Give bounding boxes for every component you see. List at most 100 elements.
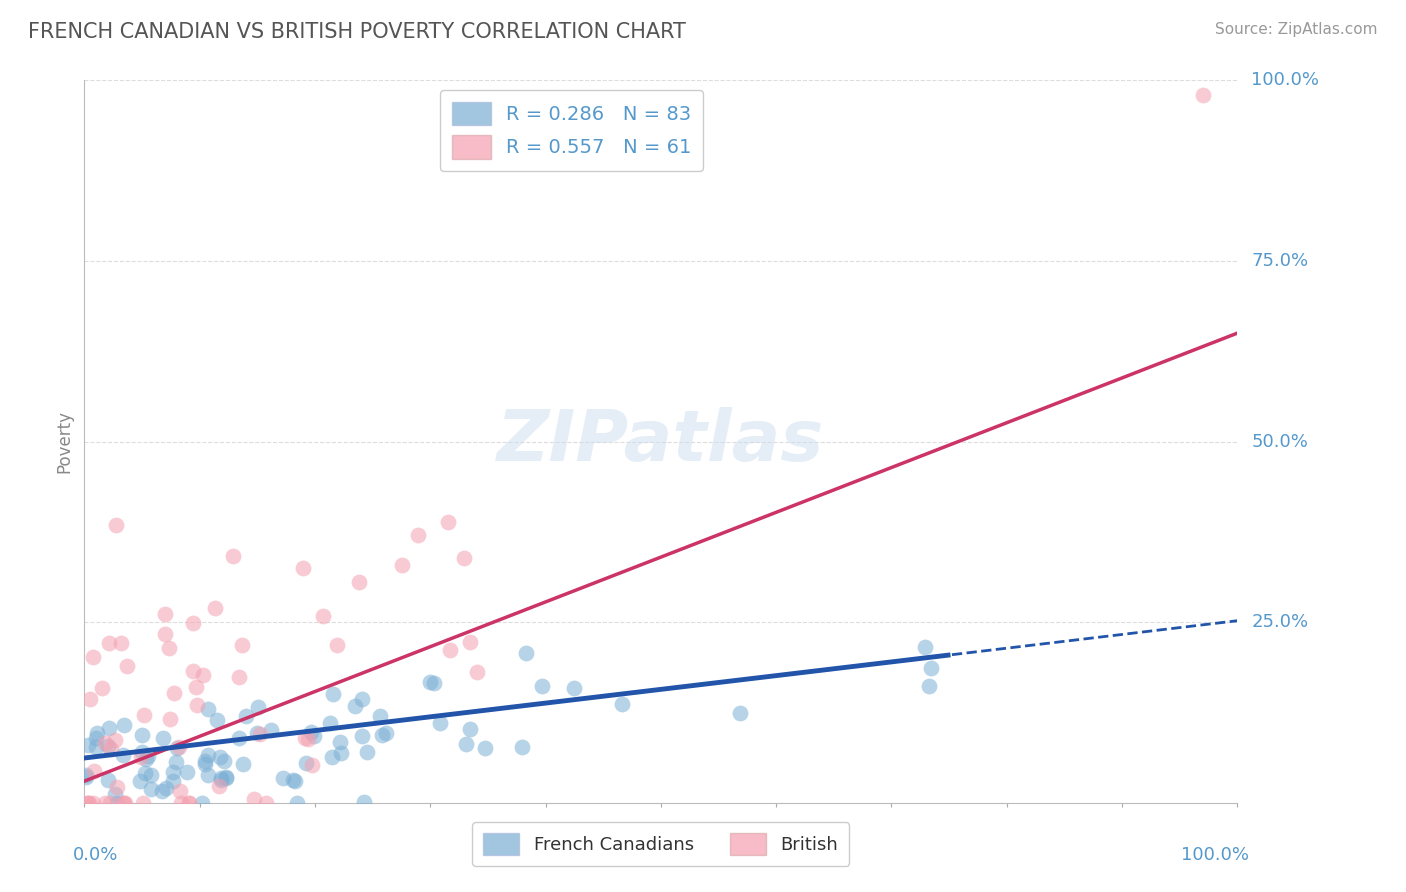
Point <box>347 574 370 589</box>
Point <box>235 709 257 723</box>
Point <box>114 796 136 810</box>
Point <box>181 615 204 630</box>
Point <box>914 640 936 655</box>
Point <box>75 768 97 782</box>
Point <box>197 702 219 716</box>
Point <box>191 668 214 682</box>
Point <box>197 747 219 762</box>
Point <box>132 796 155 810</box>
Point <box>176 765 198 780</box>
Point <box>458 723 481 737</box>
Point <box>75 770 97 784</box>
Point <box>284 774 307 789</box>
Point <box>271 771 294 785</box>
Point <box>329 746 352 760</box>
Point <box>368 709 391 723</box>
Point <box>197 768 219 782</box>
Point <box>76 739 98 753</box>
Point <box>79 796 101 810</box>
Text: ZIPatlas: ZIPatlas <box>498 407 824 476</box>
Point <box>86 726 108 740</box>
Point <box>150 783 173 797</box>
Point <box>204 600 226 615</box>
Point <box>326 638 349 652</box>
Point <box>76 796 98 810</box>
Point <box>84 731 107 745</box>
Point <box>453 550 475 565</box>
Point <box>301 757 323 772</box>
Point <box>136 749 159 764</box>
Point <box>246 726 269 740</box>
Point <box>135 752 157 766</box>
Point <box>97 721 120 735</box>
Point <box>79 692 101 706</box>
Point <box>474 740 496 755</box>
Point <box>105 780 128 794</box>
Point <box>93 736 115 750</box>
Point <box>920 661 942 675</box>
Point <box>285 796 308 810</box>
Point <box>104 733 127 747</box>
Point <box>194 754 217 768</box>
Point <box>371 728 394 742</box>
Point <box>97 739 120 754</box>
Y-axis label: Poverty: Poverty <box>55 410 73 473</box>
Point <box>83 764 105 778</box>
Point <box>181 664 204 678</box>
Point <box>186 698 208 712</box>
Point <box>208 779 231 793</box>
Text: FRENCH CANADIAN VS BRITISH POVERTY CORRELATION CHART: FRENCH CANADIAN VS BRITISH POVERTY CORRE… <box>28 22 686 42</box>
Point <box>299 725 322 739</box>
Point <box>91 681 114 695</box>
Point <box>437 515 460 529</box>
Point <box>454 737 477 751</box>
Point <box>419 674 441 689</box>
Text: 50.0%: 50.0% <box>1251 433 1308 450</box>
Point <box>177 796 200 810</box>
Text: 75.0%: 75.0% <box>1251 252 1309 270</box>
Point <box>231 638 253 652</box>
Point <box>458 635 481 649</box>
Point <box>292 560 315 574</box>
Point <box>232 756 254 771</box>
Point <box>343 699 366 714</box>
Point <box>429 716 451 731</box>
Point <box>179 796 201 810</box>
Point <box>132 707 155 722</box>
Point <box>243 792 266 806</box>
Point <box>115 658 138 673</box>
Point <box>465 665 488 679</box>
Point <box>374 726 396 740</box>
Point <box>98 636 121 650</box>
Point <box>155 780 177 795</box>
Point <box>191 796 214 810</box>
Text: Source: ZipAtlas.com: Source: ZipAtlas.com <box>1215 22 1378 37</box>
Point <box>165 755 187 769</box>
Point <box>211 771 233 785</box>
Point <box>228 731 250 746</box>
Point <box>159 712 181 726</box>
Point <box>166 741 188 756</box>
Point <box>100 741 122 756</box>
Point <box>321 749 343 764</box>
Point <box>134 766 156 780</box>
Point <box>918 680 941 694</box>
Point <box>249 727 271 741</box>
Point <box>260 723 283 737</box>
Point <box>111 796 134 810</box>
Point <box>162 764 184 779</box>
Point <box>312 608 335 623</box>
Point <box>112 718 135 732</box>
Point <box>610 697 633 711</box>
Point <box>112 796 135 810</box>
Point <box>84 740 107 755</box>
Point <box>356 745 378 759</box>
Point <box>153 607 176 621</box>
Point <box>531 679 554 693</box>
Point <box>515 646 537 660</box>
Point <box>141 768 163 782</box>
Point <box>294 756 316 771</box>
Point <box>439 643 461 657</box>
Point <box>562 681 585 695</box>
Point <box>100 796 122 810</box>
